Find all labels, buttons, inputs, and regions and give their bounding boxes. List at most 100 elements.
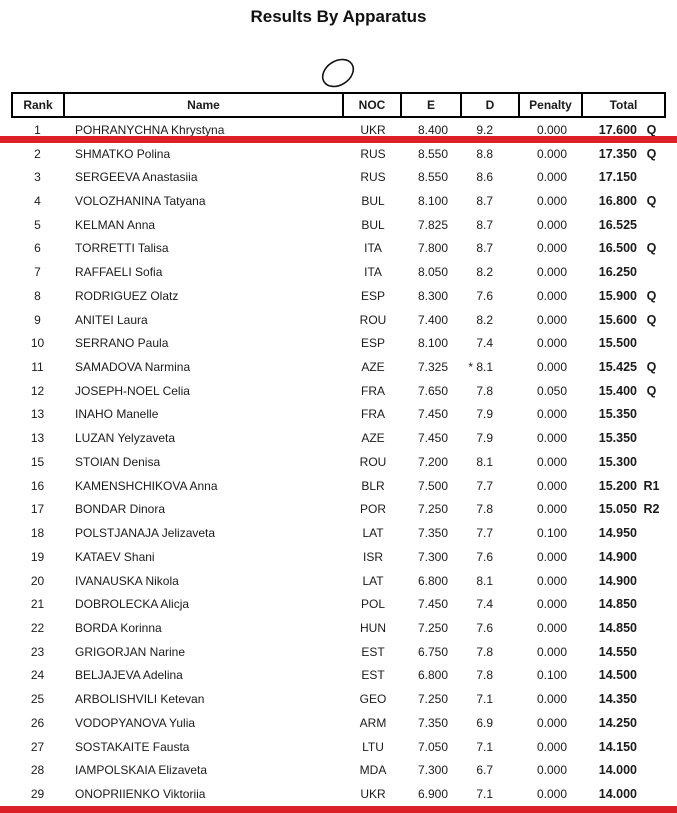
rank-cell: 17 — [30, 502, 45, 517]
table-row: 23 GRIGORJAN Narine EST 6.750 7.8 0.000 14.550 — [11, 640, 666, 664]
penalty-cell: 0.000 — [536, 122, 567, 137]
e-score-cell: 7.400 — [417, 312, 448, 327]
e-score-cell: 7.800 — [417, 241, 448, 256]
qualification-badge: Q — [646, 122, 657, 137]
total-cell: 14.900 — [583, 550, 666, 564]
noc-cell: EST — [361, 644, 385, 659]
noc-cell: RUS — [360, 170, 386, 185]
e-score-cell: 7.250 — [417, 620, 448, 635]
name-cell: IAMPOLSKAIA Elizaveta — [75, 763, 208, 778]
noc-cell: ESP — [360, 336, 385, 351]
rank-cell: 26 — [30, 715, 45, 730]
d-score-cell: 6.9 — [476, 715, 493, 730]
table-row: 15 STOIAN Denisa ROU 7.200 8.1 0.000 15.300 — [11, 450, 666, 474]
penalty-cell: 0.000 — [536, 692, 567, 707]
penalty-cell: 0.000 — [536, 217, 567, 232]
total-cell: 16.525 — [583, 218, 666, 232]
table-row: 5 KELMAN Anna BUL 7.825 8.7 0.000 16.525 — [11, 213, 666, 237]
name-cell: RAFFAELI Sofia — [75, 265, 163, 280]
total-value: 14.550 — [598, 644, 637, 659]
e-score-cell: 7.825 — [417, 217, 448, 232]
penalty-cell: 0.100 — [536, 668, 567, 683]
d-score-cell: 7.8 — [476, 668, 493, 683]
total-value: 15.050 — [598, 502, 637, 517]
column-header-total: Total — [609, 98, 638, 112]
name-cell: BELJAJEVA Adelina — [75, 668, 183, 683]
total-value: 14.500 — [598, 668, 637, 683]
table-row: 24 BELJAJEVA Adelina EST 6.800 7.8 0.100 14.50… — [11, 664, 666, 688]
d-score-cell: 7.9 — [476, 407, 493, 422]
penalty-cell: 0.100 — [536, 526, 567, 541]
column-header-penalty: Penalty — [520, 94, 583, 116]
table-row: 17 BONDAR Dinora POR 7.250 7.8 0.000 15.050 R2 — [11, 498, 666, 522]
rank-cell: 24 — [30, 668, 45, 683]
penalty-cell: 0.000 — [536, 454, 567, 469]
noc-cell: AZE — [361, 360, 385, 375]
e-score-cell: 7.450 — [417, 407, 448, 422]
table-row: 13 INAHO Manelle FRA 7.450 7.9 0.000 15.350 — [11, 403, 666, 427]
total-cell: 17.350 Q — [583, 147, 666, 161]
total-cell: 14.850 — [583, 621, 666, 635]
rank-cell: 25 — [30, 692, 45, 707]
total-cell: 17.600 Q — [583, 123, 666, 137]
e-score-cell: 7.050 — [417, 739, 448, 754]
table-row: 2 SHMATKO Polina RUS 8.550 8.8 0.000 17.350 Q — [11, 142, 666, 166]
table-row: 8 RODRIGUEZ Olatz ESP 8.300 7.6 0.000 15.900 Q — [11, 284, 666, 308]
table-header-row: Rank Name NOC E D Penalty Total — [11, 92, 666, 118]
penalty-cell: 0.000 — [536, 644, 567, 659]
name-cell: IVANAUSKA Nikola — [75, 573, 179, 588]
total-cell: 14.900 — [583, 574, 666, 588]
e-score-cell: 7.450 — [417, 431, 448, 446]
noc-cell: POR — [359, 502, 386, 517]
total-value: 14.000 — [598, 763, 637, 778]
e-score-cell: 8.050 — [417, 265, 448, 280]
table-row: 20 IVANAUSKA Nikola LAT 6.800 8.1 0.000 14.900 — [11, 569, 666, 593]
d-score-cell: 7.7 — [476, 526, 493, 541]
name-cell: SERGEEVA Anastasiia — [75, 170, 198, 185]
d-score-cell: 7.7 — [476, 478, 493, 493]
rank-cell: 27 — [30, 739, 45, 754]
penalty-cell: 0.000 — [536, 597, 567, 612]
page-title: Results By Apparatus — [250, 7, 427, 26]
noc-cell: BUL — [361, 217, 385, 232]
noc-cell: HUN — [360, 620, 386, 635]
d-score-cell: 7.9 — [476, 431, 493, 446]
rank-cell: 6 — [34, 241, 41, 256]
rank-cell: 15 — [30, 454, 45, 469]
penalty-cell: 0.000 — [536, 170, 567, 185]
e-score-cell: 6.800 — [417, 668, 448, 683]
total-cell: 15.050 R2 — [583, 502, 666, 516]
red-highlight-line-top — [0, 136, 677, 143]
d-score-cell: 8.2 — [476, 265, 493, 280]
hoop-apparatus-icon — [321, 58, 355, 88]
total-cell: 17.150 — [583, 170, 666, 184]
d-score-cell: * 8.1 — [468, 360, 493, 375]
penalty-cell: 0.000 — [536, 549, 567, 564]
penalty-cell: 0.000 — [536, 312, 567, 327]
rank-cell: 22 — [30, 620, 45, 635]
total-cell: 14.000 — [583, 787, 666, 801]
qualification-badge: Q — [646, 241, 657, 256]
e-score-cell: 6.900 — [417, 786, 448, 801]
noc-cell: LAT — [362, 526, 384, 541]
rank-cell: 28 — [30, 763, 45, 778]
table-row: 6 TORRETTI Talisa ITA 7.800 8.7 0.000 16.500 Q — [11, 237, 666, 261]
total-value: 16.500 — [598, 241, 637, 256]
name-cell: ONOPRIIENKO Viktoriia — [75, 786, 206, 801]
d-score-cell: 8.2 — [476, 312, 493, 327]
name-cell: ARBOLISHVILI Ketevan — [75, 692, 205, 707]
total-cell: 14.850 — [583, 597, 666, 611]
qualification-badge: Q — [646, 360, 657, 375]
noc-cell: FRA — [361, 407, 385, 422]
total-cell: 15.425 Q — [583, 360, 666, 374]
noc-cell: RUS — [360, 146, 386, 161]
column-header-d-score: D — [462, 94, 520, 116]
total-cell: 15.350 — [583, 407, 666, 421]
total-value: 15.350 — [598, 407, 637, 422]
qualification-badge: Q — [646, 194, 657, 209]
total-value: 15.350 — [598, 431, 637, 446]
noc-cell: EST — [361, 668, 385, 683]
penalty-cell: 0.000 — [536, 573, 567, 588]
noc-cell: BLR — [361, 478, 385, 493]
noc-cell: GEO — [359, 692, 387, 707]
